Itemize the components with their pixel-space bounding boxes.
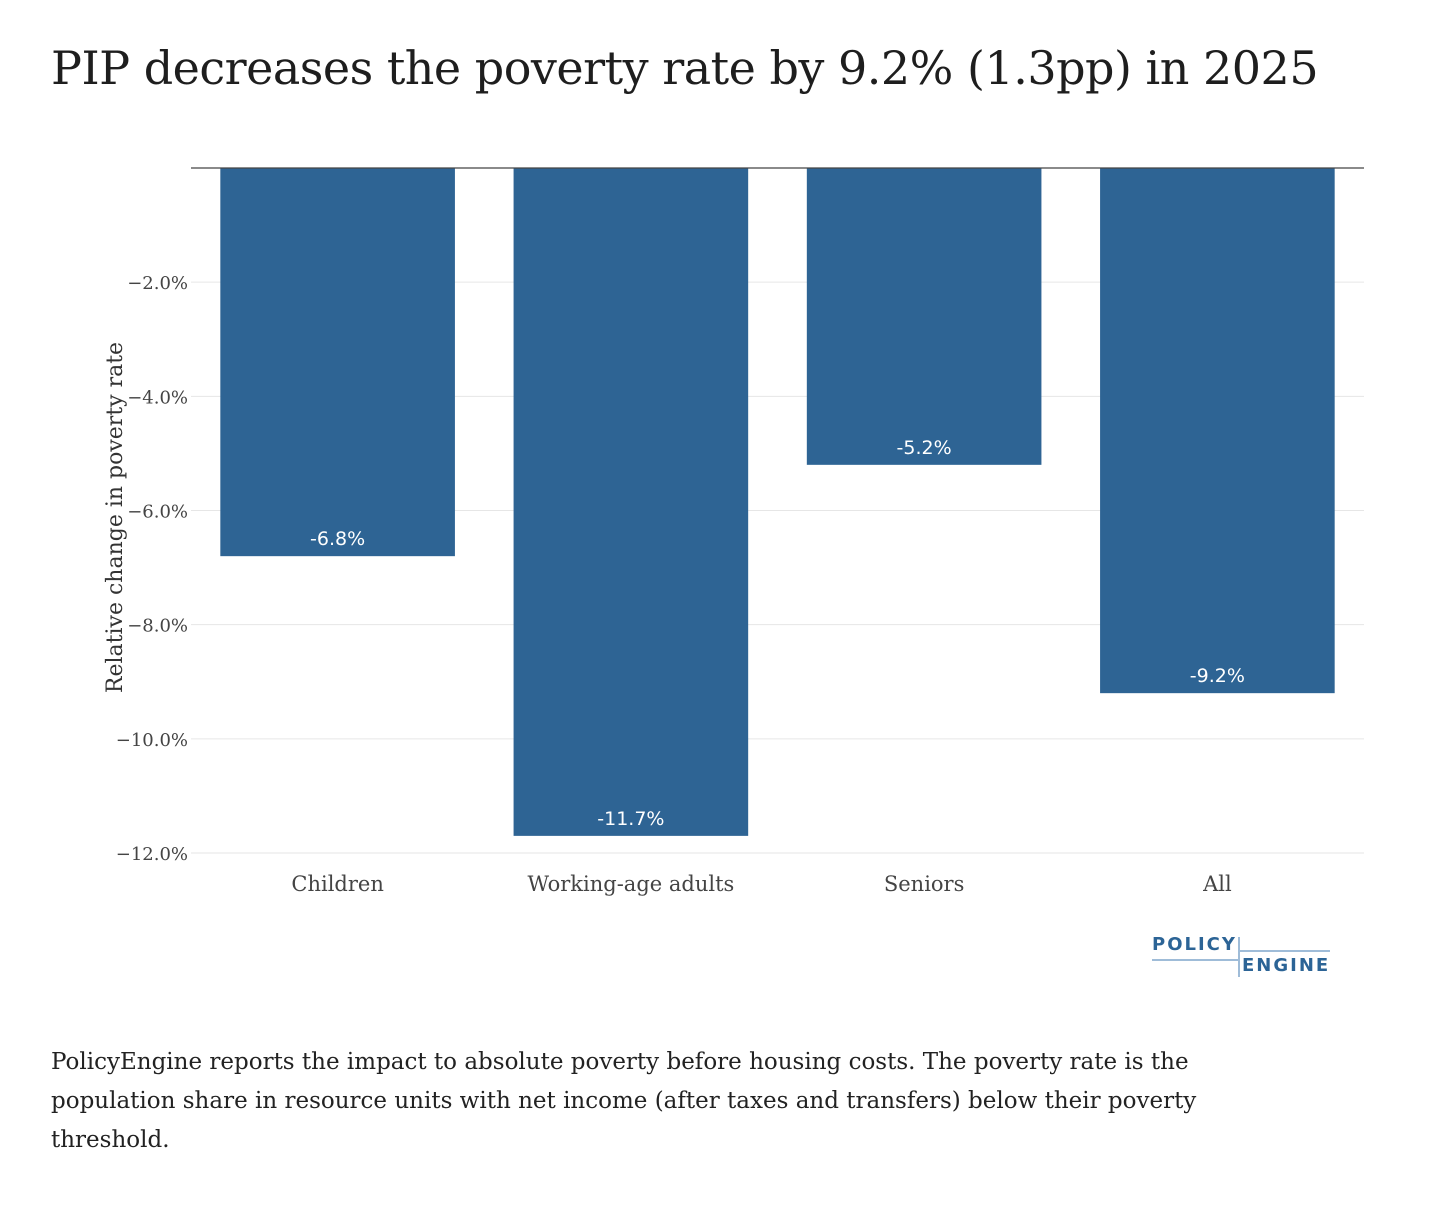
logo-text-engine: ENGINE: [1242, 955, 1331, 976]
bar-value-label: -6.8%: [310, 528, 365, 550]
y-tick-label: −10.0%: [116, 730, 188, 751]
y-axis-title: Relative change in poverty rate: [103, 342, 128, 693]
policyengine-logo: POLICY ENGINE: [1150, 932, 1340, 982]
page-title: PIP decreases the poverty rate by 9.2% (…: [51, 41, 1319, 95]
y-axis-ticks: −2.0% −4.0% −6.0% −8.0% −10.0% −12.0%: [116, 273, 188, 865]
bar-value-labels: -6.8% -11.7% -5.2% -9.2%: [310, 437, 1245, 830]
y-tick-label: −4.0%: [127, 387, 188, 408]
y-tick-label: −12.0%: [116, 844, 188, 865]
x-tick-label: Working-age adults: [527, 872, 734, 896]
logo-rule: [1240, 950, 1330, 952]
y-tick-label: −6.0%: [127, 502, 188, 523]
logo-rule: [1238, 937, 1240, 961]
bar-value-label: -5.2%: [897, 437, 952, 459]
x-tick-label: Children: [291, 872, 383, 896]
logo-rule: [1152, 959, 1238, 961]
x-axis-ticks: Children Working-age adults Seniors All: [291, 872, 1232, 896]
logo-text-policy: POLICY: [1152, 934, 1237, 955]
bars: [220, 168, 1335, 836]
y-tick-label: −8.0%: [127, 616, 188, 637]
logo-rule: [1238, 961, 1240, 977]
bar: [513, 168, 749, 836]
x-tick-label: Seniors: [884, 872, 965, 896]
bar: [806, 168, 1042, 465]
bar-value-label: -11.7%: [597, 808, 664, 830]
y-tick-label: −2.0%: [127, 273, 188, 294]
chart-footnote: PolicyEngine reports the impact to absol…: [51, 1049, 1197, 1153]
bar-value-label: -9.2%: [1190, 665, 1245, 687]
bar: [1100, 168, 1335, 694]
x-tick-label: All: [1202, 872, 1232, 896]
bar: [220, 168, 455, 557]
bar-chart: −2.0% −4.0% −6.0% −8.0% −10.0% −12.0% Childre…: [103, 167, 1364, 896]
